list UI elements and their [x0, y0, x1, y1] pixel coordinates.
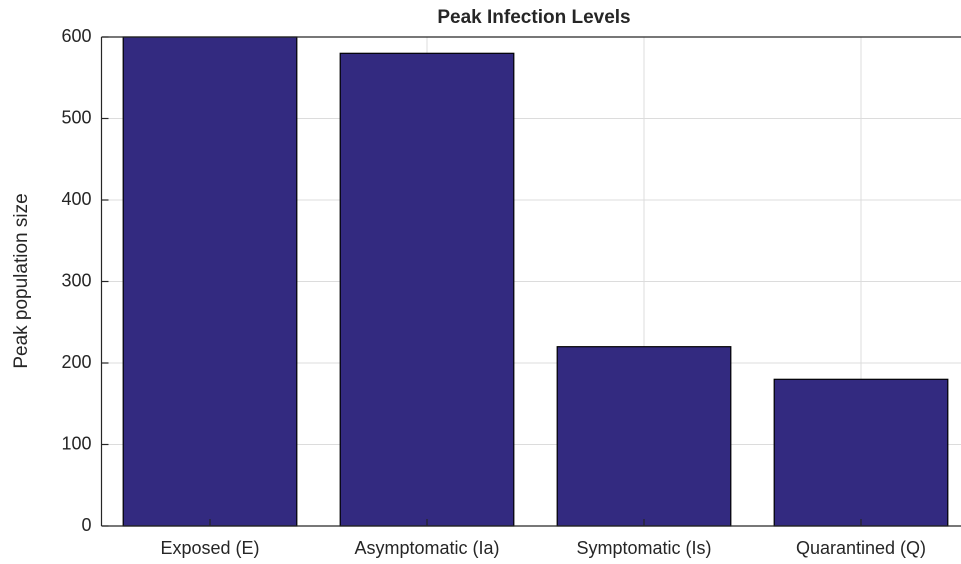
y-axis-label: Peak population size: [11, 193, 32, 368]
y-tick-label: 300: [61, 270, 91, 290]
y-tick-label: 100: [61, 433, 91, 453]
chart-title: Peak Infection Levels: [437, 7, 630, 28]
bar: [339, 52, 515, 527]
x-tick-label: Symptomatic (Is): [576, 538, 711, 558]
bar: [773, 378, 949, 527]
x-tick-label: Exposed (E): [160, 538, 259, 558]
y-tick-label: 600: [61, 26, 91, 46]
x-tick-label: Asymptomatic (Ia): [354, 538, 499, 558]
y-tick-label: 200: [61, 352, 91, 372]
y-tick-label: 0: [81, 515, 91, 535]
bar: [556, 346, 732, 527]
bar: [122, 36, 298, 527]
x-tick-label: Quarantined (Q): [796, 538, 926, 558]
y-tick-label: 400: [61, 189, 91, 209]
y-tick-label: 500: [61, 107, 91, 127]
